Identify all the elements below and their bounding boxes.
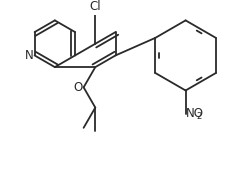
Text: Cl: Cl bbox=[90, 1, 101, 14]
Text: 2: 2 bbox=[197, 112, 202, 121]
Text: NO: NO bbox=[186, 107, 204, 120]
Text: N: N bbox=[25, 49, 34, 62]
Text: O: O bbox=[73, 81, 83, 94]
